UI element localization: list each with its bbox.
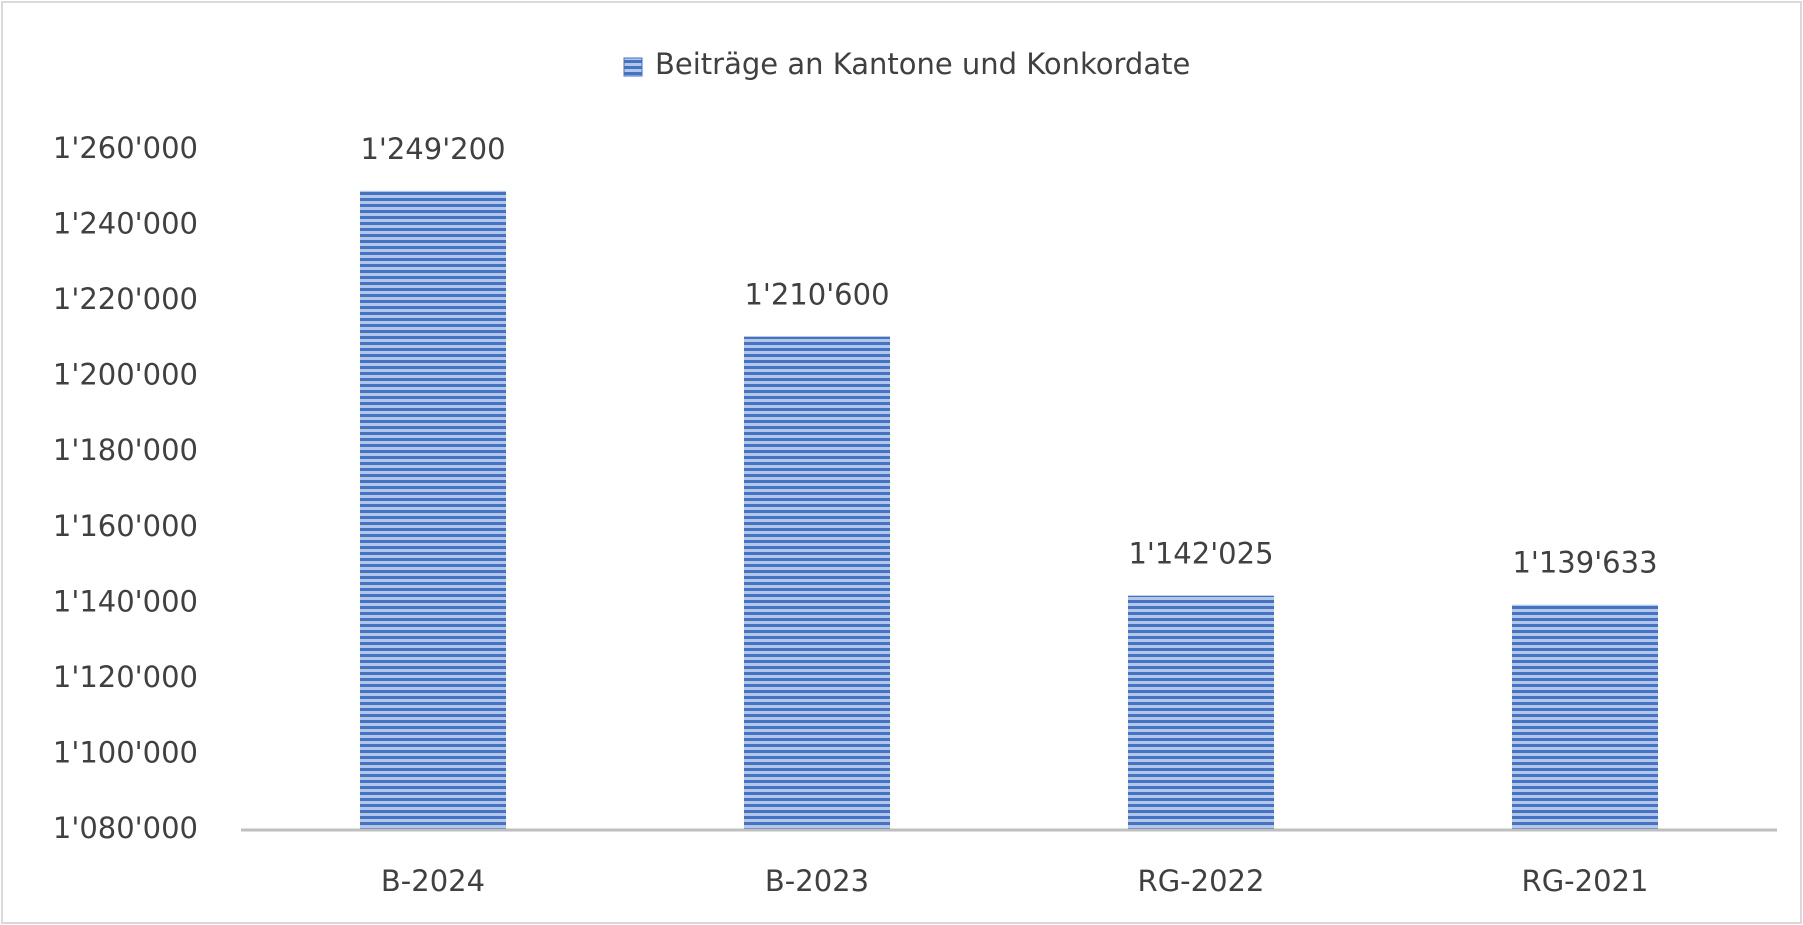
data-label: 1'210'600 xyxy=(744,278,889,312)
y-tick-label: 1'260'000 xyxy=(53,131,198,165)
x-tick-label: B-2023 xyxy=(765,864,869,898)
data-label: 1'139'633 xyxy=(1512,546,1657,580)
legend-label: Beiträge an Kantone und Konkordate xyxy=(655,47,1190,81)
y-tick-label: 1'160'000 xyxy=(53,509,198,543)
y-tick-label: 1'120'000 xyxy=(53,660,198,694)
bar xyxy=(360,190,506,831)
y-tick-label: 1'100'000 xyxy=(53,735,198,769)
bar xyxy=(1128,595,1274,830)
bar xyxy=(744,336,890,830)
x-tick-label: RG-2021 xyxy=(1522,864,1649,898)
legend-swatch xyxy=(623,57,643,77)
y-tick-label: 1'220'000 xyxy=(53,282,198,316)
y-tick-label: 1'140'000 xyxy=(53,584,198,618)
y-tick-label: 1'240'000 xyxy=(53,207,198,241)
y-tick-label: 1'200'000 xyxy=(53,358,198,392)
y-tick-label: 1'080'000 xyxy=(53,811,198,845)
x-tick-label: RG-2022 xyxy=(1138,864,1265,898)
x-tick-label: B-2024 xyxy=(381,864,485,898)
data-label: 1'142'025 xyxy=(1128,537,1273,571)
y-tick-label: 1'180'000 xyxy=(53,433,198,467)
data-label: 1'249'200 xyxy=(360,132,505,166)
bar xyxy=(1512,604,1658,830)
